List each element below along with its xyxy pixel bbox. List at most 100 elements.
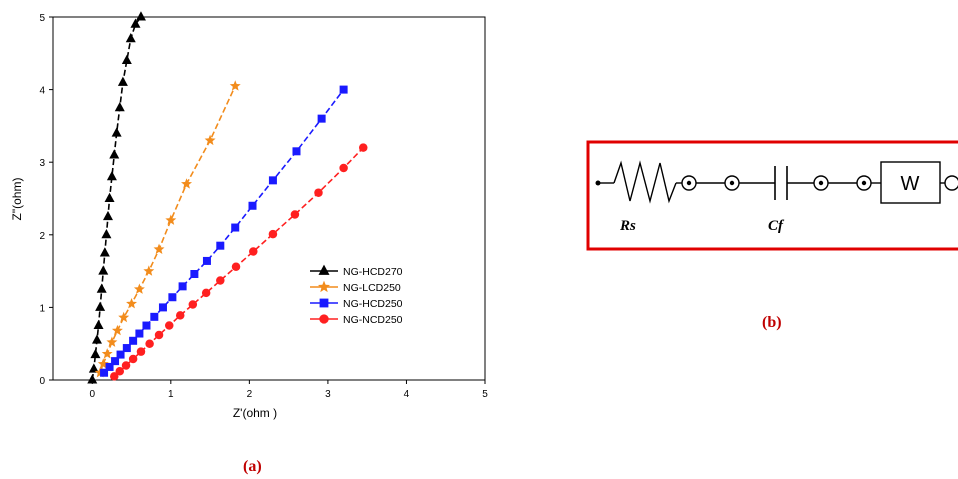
x-tick-label: 4 <box>404 389 410 400</box>
legend-marker <box>319 298 329 308</box>
cf-label: Cf <box>768 218 785 234</box>
data-point <box>110 372 119 381</box>
data-point <box>153 243 165 254</box>
data-point <box>121 361 131 370</box>
y-tick-label: 2 <box>39 231 45 242</box>
data-point <box>314 188 323 197</box>
legend-item: NG-LCD250 <box>310 280 401 294</box>
data-point <box>100 368 109 377</box>
data-point <box>126 298 138 309</box>
data-point <box>98 265 109 275</box>
data-point <box>115 367 125 376</box>
node-icon <box>944 175 958 191</box>
data-series <box>87 11 368 384</box>
rs-label: Rs <box>619 218 636 234</box>
data-point <box>150 312 159 321</box>
y-tick-label: 3 <box>39 158 45 169</box>
data-point <box>268 229 278 239</box>
data-point <box>114 102 125 112</box>
legend-label: NG-NCD250 <box>343 314 403 326</box>
warburg-label: W <box>901 173 920 195</box>
data-point <box>231 223 240 232</box>
series-ng-hcd270 <box>87 11 146 384</box>
data-point <box>168 293 177 302</box>
data-point <box>178 282 187 291</box>
data-point <box>88 363 99 373</box>
data-point <box>102 210 113 221</box>
data-point <box>128 354 138 364</box>
data-point <box>133 283 145 294</box>
x-axis-label: Z'(ohm ) <box>233 406 277 420</box>
data-point <box>204 134 216 146</box>
data-point <box>339 85 348 94</box>
data-point <box>95 301 106 311</box>
legend-marker <box>318 264 330 275</box>
data-point <box>111 324 123 336</box>
data-point <box>154 330 164 340</box>
data-point <box>97 358 109 369</box>
data-point <box>122 344 131 353</box>
data-point <box>105 362 114 371</box>
equivalent-circuit: W Rs Cf <box>586 140 958 251</box>
data-point <box>216 276 225 285</box>
data-point <box>93 319 104 330</box>
data-point <box>158 303 167 312</box>
data-point <box>116 350 125 359</box>
data-point <box>231 262 241 271</box>
x-tick-label: 1 <box>168 389 174 400</box>
data-point <box>117 76 128 86</box>
data-point <box>99 247 110 257</box>
data-point <box>125 33 136 43</box>
data-point <box>248 201 257 210</box>
data-point <box>143 265 155 276</box>
legend-marker <box>319 314 329 324</box>
terminal-dot <box>595 180 601 186</box>
data-point <box>109 149 120 159</box>
resistor-icon <box>613 160 677 204</box>
legend-label: NG-HCD270 <box>343 266 403 278</box>
data-point <box>190 270 199 279</box>
data-point <box>188 300 198 309</box>
data-point <box>129 336 138 345</box>
data-point <box>359 143 368 152</box>
series-ng-ncd250 <box>110 143 368 381</box>
data-point <box>135 11 146 21</box>
data-point <box>292 147 301 156</box>
legend-label: NG-HCD250 <box>343 298 403 310</box>
legend-label: NG-LCD250 <box>343 282 401 294</box>
y-axis-label: Z"(ohm) <box>10 178 24 221</box>
node-icon <box>681 175 697 191</box>
data-point <box>290 210 300 219</box>
data-point <box>136 347 146 356</box>
data-point <box>202 256 211 265</box>
data-point <box>145 339 154 348</box>
data-point <box>101 348 113 359</box>
data-point <box>181 178 192 189</box>
legend-item: NG-HCD250 <box>310 298 403 310</box>
data-point <box>130 18 141 28</box>
caption-a: (a) <box>243 458 262 475</box>
data-point <box>104 192 115 202</box>
legend-marker <box>317 280 331 293</box>
data-point <box>229 80 241 91</box>
x-tick-label: 0 <box>89 389 95 400</box>
node-icon <box>813 175 829 191</box>
y-tick-label: 5 <box>39 13 45 24</box>
data-point <box>339 163 348 173</box>
axis-ticks: 0 1 2 3 4 5 0 1 2 3 4 5 <box>39 13 488 400</box>
data-point <box>111 127 122 137</box>
data-point <box>135 329 144 338</box>
data-point <box>175 311 185 320</box>
x-tick-label: 2 <box>247 389 253 400</box>
legend-item: NG-HCD270 <box>310 264 403 278</box>
x-tick-label: 3 <box>325 389 331 400</box>
data-point <box>118 311 130 323</box>
data-point <box>91 334 102 344</box>
data-point <box>87 374 98 384</box>
legend-item: NG-NCD250 <box>310 314 403 326</box>
data-point <box>121 54 132 65</box>
circuit-border <box>586 140 958 251</box>
data-point <box>101 229 112 239</box>
data-point <box>96 283 107 293</box>
